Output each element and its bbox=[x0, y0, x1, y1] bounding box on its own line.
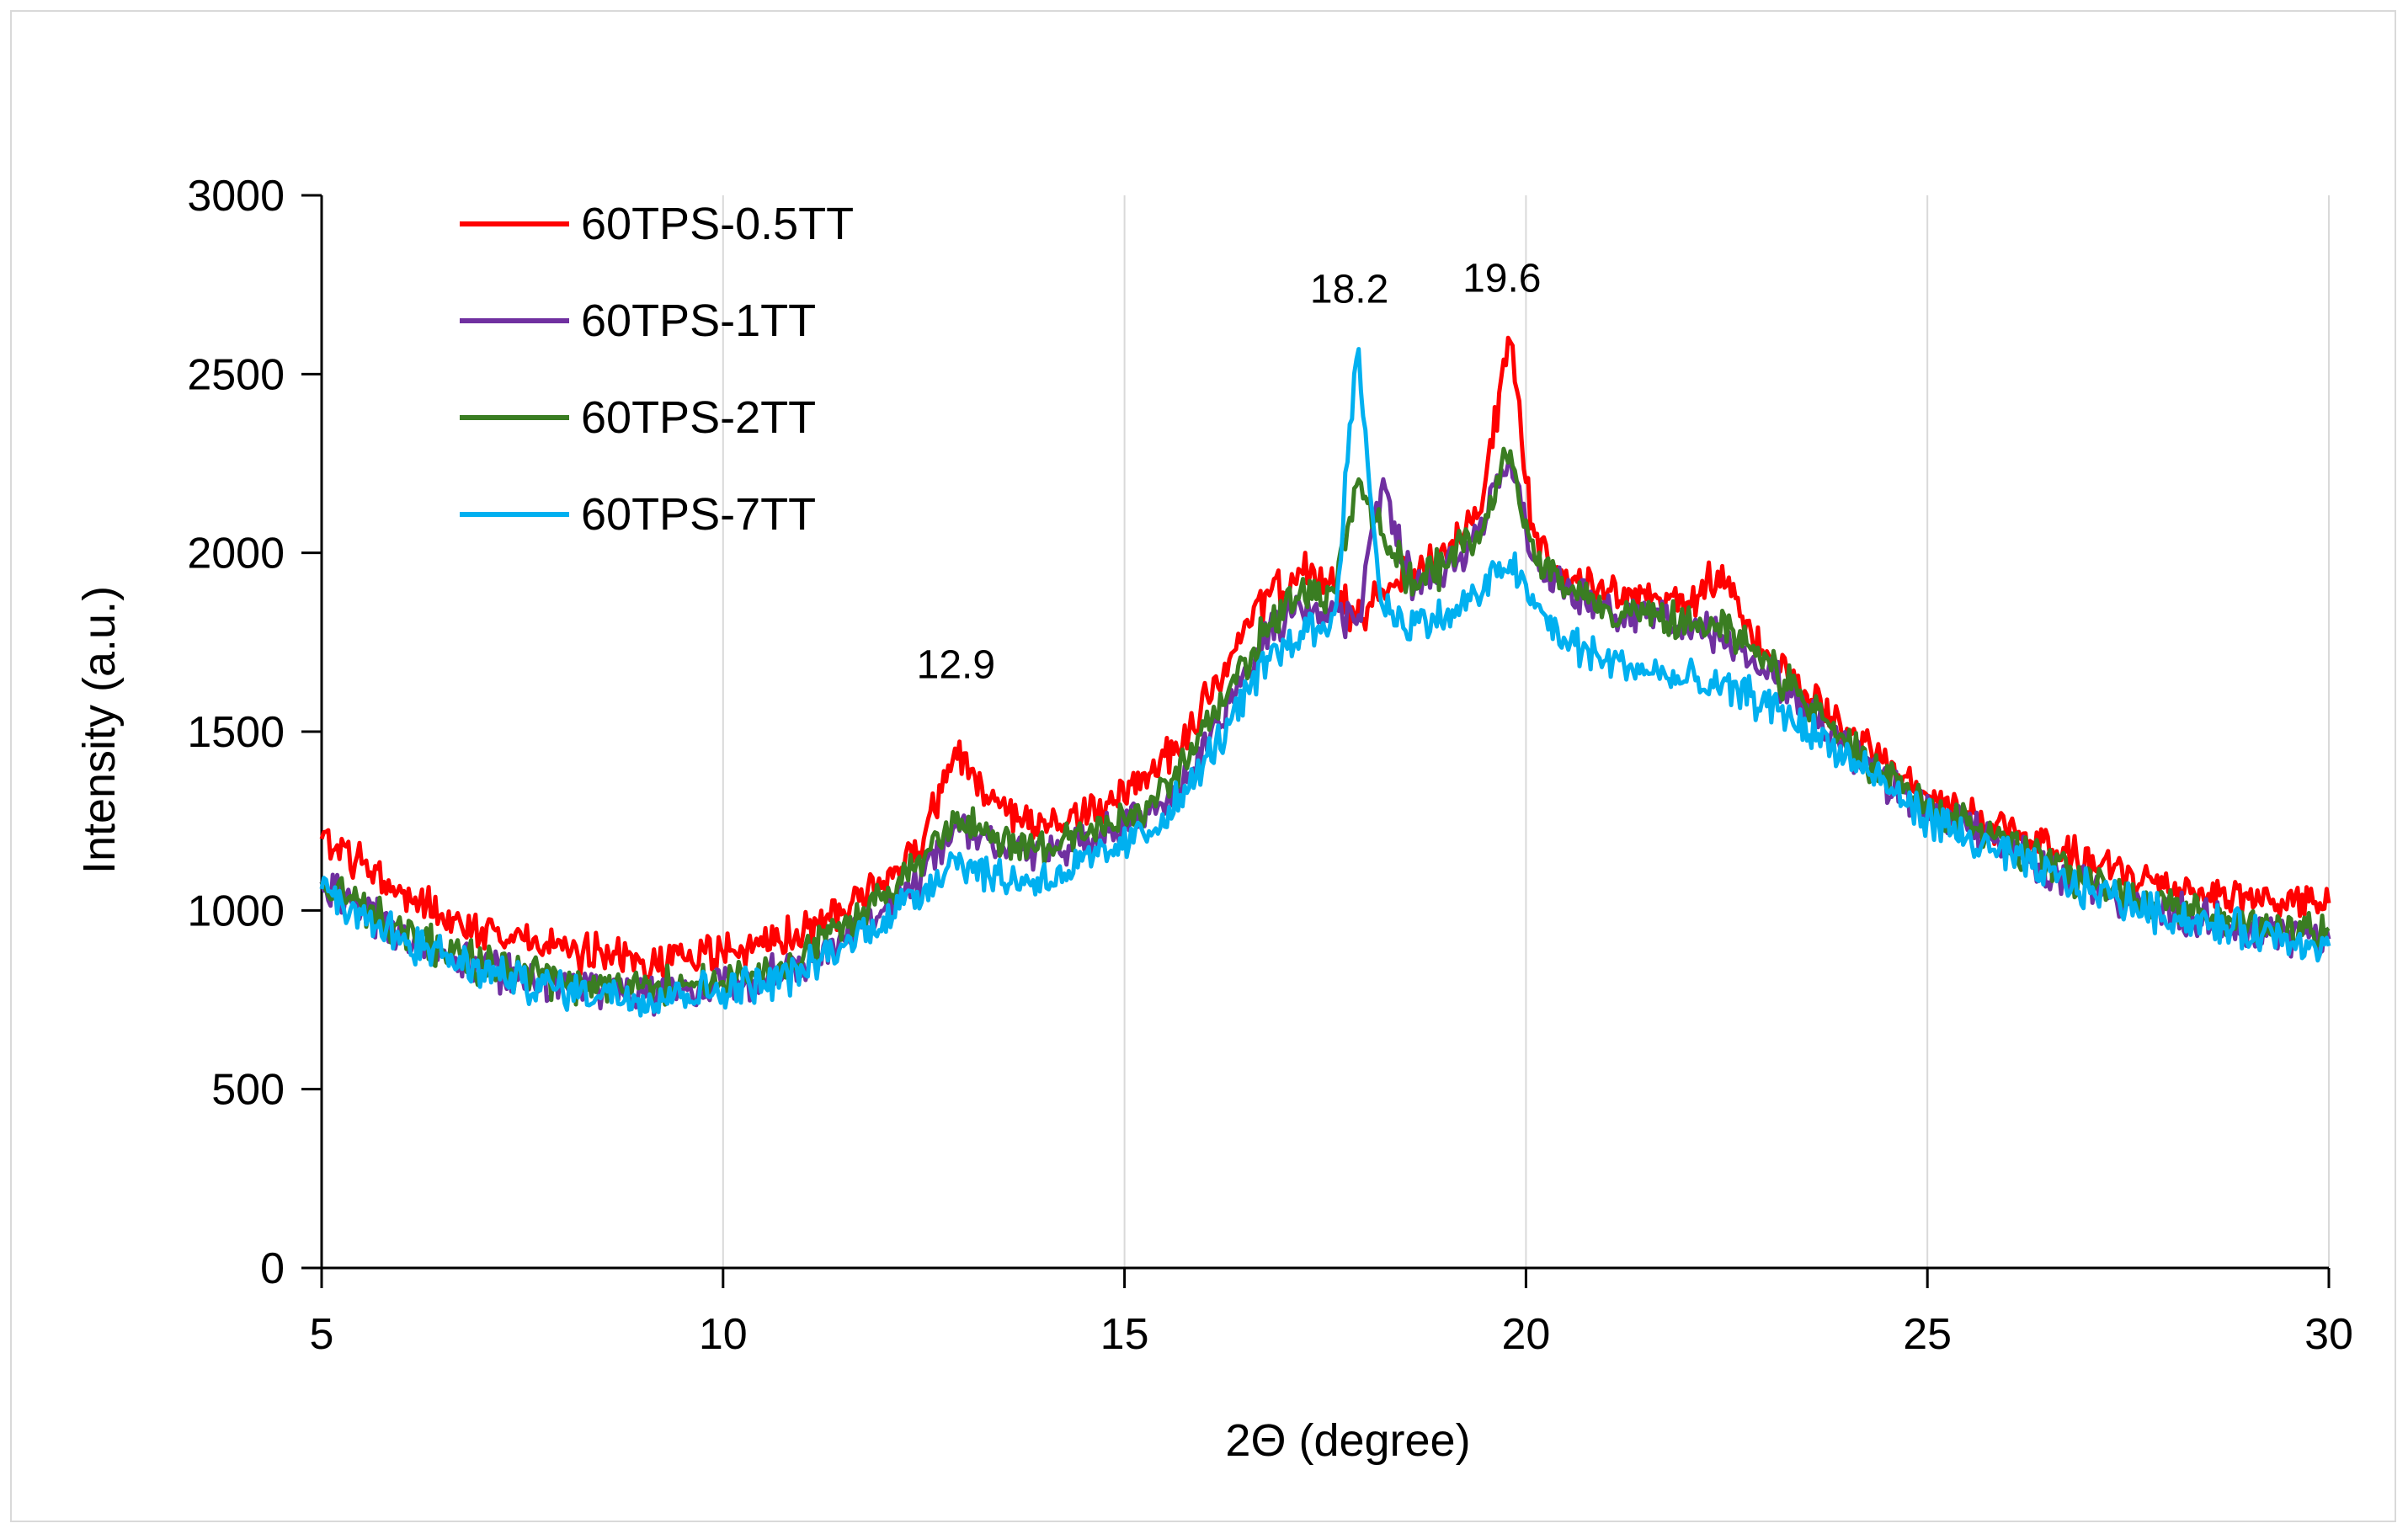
legend-label-60TPS-2TT: 60TPS-2TT bbox=[581, 392, 816, 443]
series-line-60TPS-7TT bbox=[319, 347, 2331, 1018]
y-tick-label-3000: 3000 bbox=[187, 172, 285, 221]
y-tick-label-1500: 1500 bbox=[187, 708, 285, 757]
legend-label-60TPS-7TT: 60TPS-7TT bbox=[581, 489, 816, 540]
x-tick-label-5: 5 bbox=[310, 1310, 334, 1359]
chart-frame: 0 500 1000 1500 2000 2500 3000 5 10 15 20 25 30 12.9… bbox=[10, 10, 2396, 1522]
peak-label-12.9: 12.9 bbox=[917, 642, 995, 687]
x-tick-label-30: 30 bbox=[2304, 1310, 2353, 1359]
series-lines bbox=[319, 335, 2331, 1018]
legend: 60TPS-0.5TT 60TPS-1TT 60TPS-2TT 60TPS-7TT bbox=[460, 199, 854, 540]
x-tick-label-25: 25 bbox=[1903, 1310, 1952, 1359]
xrd-chart: 0 500 1000 1500 2000 2500 3000 5 10 15 20 25 30 12.9… bbox=[74, 172, 2353, 1466]
axes: 0 500 1000 1500 2000 2500 3000 5 10 15 20 25 30 bbox=[187, 172, 2353, 1359]
y-tick-label-500: 500 bbox=[211, 1066, 285, 1115]
series-line-60TPS-2TT bbox=[319, 446, 2331, 1007]
peak-annotations: 12.9 18.2 19.6 bbox=[917, 257, 1542, 688]
peak-label-19.6: 19.6 bbox=[1462, 257, 1541, 301]
y-tick-label-1000: 1000 bbox=[187, 887, 285, 935]
y-axis-title: Intensity (a.u.) bbox=[74, 586, 125, 874]
series-line-60TPS-0.5TT bbox=[319, 335, 2331, 980]
x-tick-label-15: 15 bbox=[1100, 1310, 1149, 1359]
x-axis-title: 2Θ (degree) bbox=[1225, 1415, 1470, 1466]
y-tick-label-2000: 2000 bbox=[187, 530, 285, 578]
legend-label-60TPS-0.5TT: 60TPS-0.5TT bbox=[581, 199, 854, 249]
y-tick-label-0: 0 bbox=[260, 1244, 285, 1293]
gridlines bbox=[722, 195, 2330, 1268]
x-tick-label-10: 10 bbox=[699, 1310, 748, 1359]
legend-label-60TPS-1TT: 60TPS-1TT bbox=[581, 296, 816, 346]
y-tick-label-2500: 2500 bbox=[187, 350, 285, 399]
x-tick-label-20: 20 bbox=[1501, 1310, 1550, 1359]
peak-label-18.2: 18.2 bbox=[1310, 267, 1388, 312]
